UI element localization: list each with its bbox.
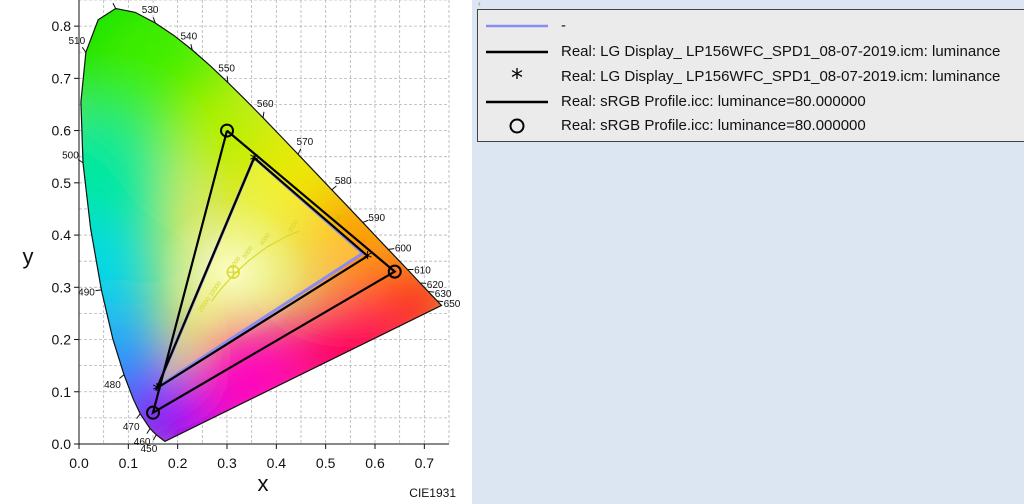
series-line: [151, 129, 397, 415]
spectral-locus-outline: [80, 7, 443, 443]
chart-panel: 2000 3000 4000 5000 6000 10000 20000 * * * 0.0 0.…: [0, 0, 472, 504]
x-tick-label: 0.3: [217, 455, 237, 471]
wavelength-label: 610: [414, 265, 431, 276]
wavelength-label: 560: [257, 99, 274, 110]
y-tick-label: 0.6: [52, 123, 72, 139]
series-layer: * * *: [146, 123, 402, 420]
legend-label: -: [561, 17, 566, 34]
legend-item: * Real: LG Display_ LP156WFC_SPD1_08-07-…: [478, 65, 1024, 89]
x-axis-label: x: [258, 471, 269, 496]
x-tick-label: 0.4: [267, 455, 287, 471]
y-tick-label: 0.1: [52, 384, 72, 400]
wavelength-tick: [119, 374, 125, 379]
gamut-fill: [157, 157, 363, 387]
wavelength-tick: [428, 290, 435, 293]
wavelength-tick: [331, 185, 337, 191]
wavelength-tick: [95, 289, 102, 292]
scroll-left-icon[interactable]: ‹: [478, 0, 481, 8]
chart-footer: CIE1931: [409, 486, 456, 500]
y-axis-label: y: [23, 244, 34, 269]
wavelength-label: 500: [62, 151, 79, 162]
series-star-marker: *: [250, 150, 259, 171]
wavelength-label: 600: [395, 243, 412, 254]
legend-item: Real: LG Display_ LP156WFC_SPD1_08-07-20…: [478, 40, 1024, 64]
legend-line-icon: [486, 50, 548, 54]
legend-item: Real: sRGB Profile.icc: luminance=80.000…: [478, 90, 1024, 114]
wavelength-label: 490: [78, 288, 95, 299]
wavelength-label: 550: [218, 63, 235, 74]
series-line: [154, 156, 370, 391]
wavelength-tick: [136, 413, 141, 419]
wavelength-label: 540: [180, 31, 197, 42]
y-tick-label: 0.2: [52, 332, 72, 348]
legend-label: Real: LG Display_ LP156WFC_SPD1_08-07-20…: [561, 43, 1001, 60]
legend-circle-icon: [509, 118, 525, 134]
wavelength-label: 460: [134, 437, 151, 448]
series-star-marker: *: [152, 380, 161, 401]
wavelength-tick: [152, 17, 156, 24]
wavelength-tick: [152, 434, 157, 441]
wavelength-tick: [77, 159, 84, 164]
wavelength-tick: [362, 219, 369, 223]
wavelength-label: 510: [68, 36, 85, 47]
legend-label: Real: sRGB Profile.icc: luminance=80.000…: [561, 93, 866, 110]
wavelength-label: 450: [141, 444, 158, 455]
legend: - Real: LG Display_ LP156WFC_SPD1_08-07-…: [477, 9, 1024, 142]
wavelength-tick: [437, 300, 444, 303]
series-circle-marker: [220, 123, 234, 138]
axes: 0.0 0.1 0.2 0.3 0.4 0.5 0.6 0.7 0.0 0.1 0.2 0.3 0.4 0…: [52, 0, 449, 471]
x-tick-label: 0.2: [168, 455, 188, 471]
x-tick-label: 0.7: [415, 455, 435, 471]
legend-label: Real: sRGB Profile.icc: luminance=80.000…: [561, 117, 866, 134]
legend-item: -: [478, 14, 1024, 38]
wavelength-label: 530: [142, 5, 159, 16]
y-tick-label: 0.7: [52, 70, 72, 86]
wavelength-tick: [146, 428, 151, 434]
legend-label: Real: LG Display_ LP156WFC_SPD1_08-07-20…: [561, 68, 1001, 85]
color-blob: [80, 112, 164, 253]
legend-line-icon: [486, 100, 548, 104]
wavelength-label: 480: [104, 380, 121, 391]
y-tick-label: 0.4: [52, 227, 72, 243]
wavelength-label: 620: [427, 280, 444, 291]
wavelength-label: 630: [435, 289, 452, 300]
wavelength-label: 580: [335, 176, 352, 187]
y-tick-label: 0.3: [52, 279, 72, 295]
series-star-marker: *: [363, 248, 372, 269]
planckian-curve: [211, 230, 300, 302]
wavelength-tick: [297, 148, 302, 155]
svg-text:*: *: [511, 65, 523, 89]
wavelength-label: 520: [101, 0, 118, 2]
wavelength-tick: [112, 2, 117, 9]
x-tick-label: 0.0: [69, 455, 89, 471]
spectral-locus: [80, 7, 443, 443]
wavelength-tick: [388, 248, 395, 250]
wavelength-label: 470: [123, 422, 140, 433]
wavelength-tick: [262, 111, 265, 118]
y-tick-label: 0.5: [52, 175, 72, 191]
series-circle-marker: [146, 405, 160, 420]
wavelength-tick: [81, 47, 87, 53]
wavelength-label: 650: [444, 299, 461, 310]
x-tick-label: 0.6: [365, 455, 385, 471]
wavelength-tick: [190, 44, 193, 51]
series-circle-marker: [387, 264, 402, 279]
legend-star-icon: *: [511, 65, 523, 89]
wavelength-label: 590: [368, 213, 385, 224]
wavelength-label: 570: [297, 137, 314, 148]
x-tick-label: 0.1: [119, 455, 139, 471]
legend-line-icon: [486, 24, 548, 28]
y-tick-label: 0.8: [52, 18, 72, 34]
x-tick-label: 0.5: [316, 455, 336, 471]
y-tick-label: 0.0: [52, 436, 72, 452]
legend-item: Real: sRGB Profile.icc: luminance=80.000…: [478, 114, 1024, 138]
